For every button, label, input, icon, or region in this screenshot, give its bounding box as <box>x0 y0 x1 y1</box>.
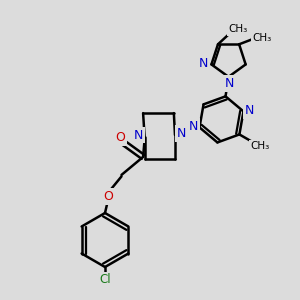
Text: Cl: Cl <box>99 273 111 286</box>
Text: O: O <box>103 190 113 203</box>
Text: N: N <box>189 120 198 133</box>
Text: CH₃: CH₃ <box>251 141 270 152</box>
Text: N: N <box>224 77 234 90</box>
Text: N: N <box>199 57 208 70</box>
Text: CH₃: CH₃ <box>228 24 248 34</box>
Text: N: N <box>133 128 143 142</box>
Text: O: O <box>115 131 125 144</box>
Text: N: N <box>245 104 254 117</box>
Text: CH₃: CH₃ <box>253 33 272 43</box>
Text: N: N <box>177 127 186 140</box>
